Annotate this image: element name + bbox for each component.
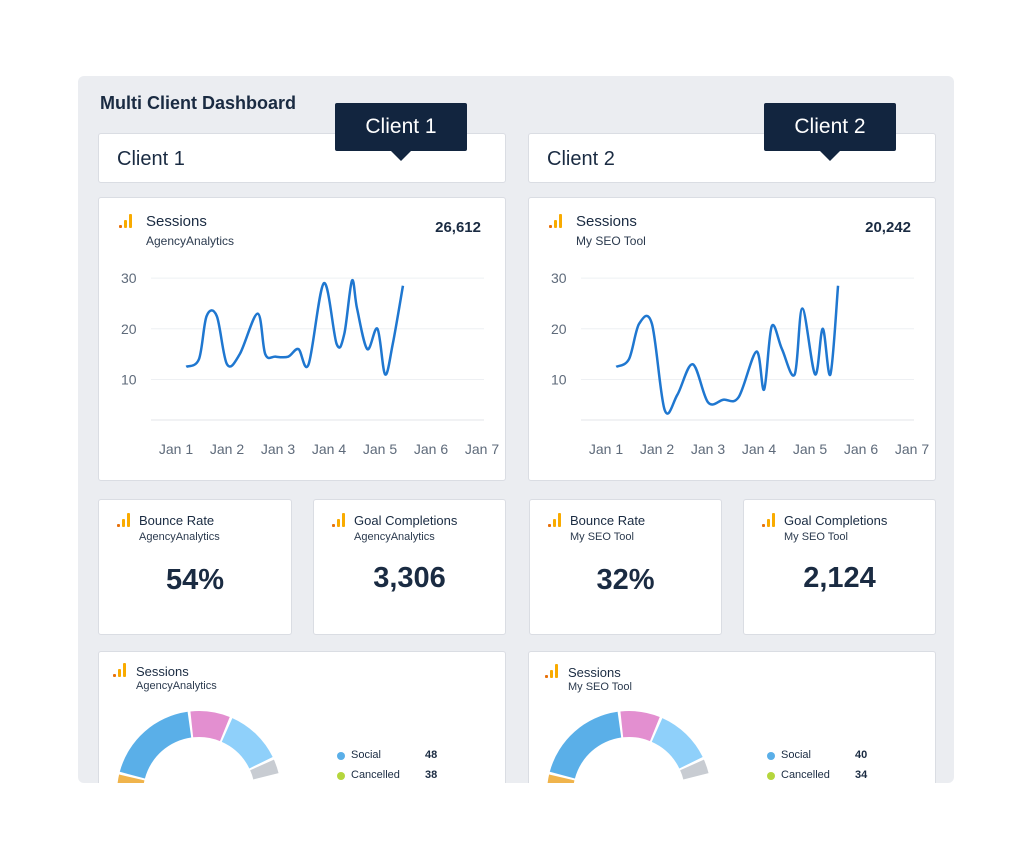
sessions-line-chart-1: 10 20 30 Jan 1 Jan 2 Jan 3 Jan 4 Jan 5 Jan 6 Jan … [121, 270, 499, 457]
google-analytics-icon [119, 214, 133, 228]
x-tick-label: Jan 4 [312, 441, 346, 457]
donut-segment-social [549, 711, 622, 779]
metric-source: AgencyAnalytics [139, 531, 220, 543]
metric-title: Goal Completions [354, 513, 458, 528]
y-tick-label: 10 [551, 371, 567, 387]
x-tick-label: Jan 3 [261, 441, 295, 457]
y-tick-label: 20 [551, 321, 567, 337]
google-analytics-icon [332, 513, 346, 527]
client-1-bounce-rate-card[interactable]: Bounce Rate AgencyAnalytics 54% [98, 499, 292, 635]
legend-value: 40 [855, 749, 868, 761]
series-line-sessions [185, 278, 405, 376]
x-tick-label: Jan 5 [793, 441, 827, 457]
legend-value: 48 [425, 749, 438, 761]
client-1-tooltip: Client 1 [335, 103, 467, 161]
client-2-tooltip: Client 2 [764, 103, 896, 161]
legend-dot-cancelled [767, 772, 775, 780]
x-tick-label: Jan 5 [363, 441, 397, 457]
google-analytics-icon [545, 664, 559, 678]
client-1-sessions-donut-card[interactable]: Sessions AgencyAnalytics 152 Social 48 C… [98, 651, 506, 783]
chart-title: Sessions [576, 213, 637, 230]
x-tick-label: Jan 6 [844, 441, 878, 457]
y-tick-label: 30 [551, 270, 567, 286]
legend-label: Social [781, 749, 811, 761]
donut-segment-pink [620, 711, 660, 742]
metric-value: 54% [165, 564, 225, 596]
x-tick-label: Jan 2 [210, 441, 244, 457]
donut-segment-light-blue [651, 718, 703, 769]
google-analytics-icon [762, 513, 776, 527]
x-tick-label: Jan 1 [159, 441, 193, 457]
metric-source: My SEO Tool [784, 531, 848, 543]
legend-dot-cancelled [337, 772, 345, 780]
donut-source: My SEO Tool [568, 681, 632, 693]
metric-value: 32% [596, 564, 655, 596]
donut-segment-orange [547, 774, 575, 783]
legend-value: 38 [425, 769, 438, 781]
y-tick-label: 20 [121, 321, 137, 337]
chart-total: 26,612 [435, 219, 481, 236]
donut-segment-gray [250, 759, 279, 780]
metric-title: Bounce Rate [570, 513, 646, 528]
client-2-bounce-rate-card[interactable]: Bounce Rate My SEO Tool 32% [529, 499, 722, 635]
legend-label: Cancelled [351, 769, 400, 781]
metric-title: Goal Completions [784, 513, 888, 528]
client-2-sessions-donut-card[interactable]: Sessions My SEO Tool 152 Social 40 Cance… [528, 651, 936, 783]
x-tick-label: Jan 6 [414, 441, 448, 457]
client-1-sessions-chart[interactable]: Sessions AgencyAnalytics 26,612 10 20 30 Ja… [98, 197, 506, 481]
chart-source: AgencyAnalytics [146, 234, 235, 248]
google-analytics-icon [113, 663, 127, 677]
chart-title: Sessions [146, 213, 207, 230]
metric-title: Bounce Rate [139, 513, 215, 528]
client-2-name: Client 2 [547, 148, 615, 170]
metric-source: My SEO Tool [570, 531, 634, 543]
legend-label: Cancelled [781, 769, 830, 781]
donut-segment-pink [190, 711, 230, 742]
client-1-goal-completions-card[interactable]: Goal Completions AgencyAnalytics 3,306 [313, 499, 506, 635]
donut-segment-gray [680, 759, 709, 780]
x-tick-label: Jan 7 [465, 441, 499, 457]
legend-value: 34 [855, 769, 868, 781]
legend-label: Social [351, 749, 381, 761]
donut-segment-orange [117, 774, 145, 783]
google-analytics-icon [548, 513, 562, 527]
metric-value: 3,306 [373, 562, 446, 594]
donut-center-value: 152 [608, 780, 651, 783]
sessions-line-chart-2: 10 20 30 Jan 1 Jan 2 Jan 3 Jan 4 Jan 5 Jan 6 Jan … [551, 270, 929, 457]
series-line-sessions [615, 285, 840, 415]
donut-segment-light-blue [221, 718, 273, 769]
x-tick-label: Jan 4 [742, 441, 776, 457]
y-tick-label: 10 [121, 371, 137, 387]
chart-total: 20,242 [865, 219, 911, 236]
google-analytics-icon [117, 513, 131, 527]
donut-source: AgencyAnalytics [136, 680, 217, 692]
x-tick-label: Jan 2 [640, 441, 674, 457]
metric-value: 2,124 [803, 562, 876, 594]
client-2-goal-completions-card[interactable]: Goal Completions My SEO Tool 2,124 [743, 499, 936, 635]
dashboard-title: Multi Client Dashboard [100, 93, 297, 113]
donut-title: Sessions [568, 665, 621, 680]
sessions-donut-chart-1: 152 [117, 711, 279, 783]
google-analytics-icon [549, 214, 563, 228]
client-2-sessions-chart[interactable]: Sessions My SEO Tool 20,242 10 20 30 Jan 1 J… [528, 197, 936, 481]
legend-dot-social [337, 752, 345, 760]
donut-segment-social [119, 711, 192, 779]
legend-dot-social [767, 752, 775, 760]
donut-center-value: 152 [178, 780, 221, 783]
y-tick-label: 30 [121, 270, 137, 286]
client-1-name: Client 1 [117, 148, 185, 170]
chart-source: My SEO Tool [576, 234, 646, 248]
dashboard: Multi Client Dashboard Client 1 Client 2… [78, 76, 954, 783]
x-tick-label: Jan 3 [691, 441, 725, 457]
donut-title: Sessions [136, 664, 189, 679]
x-tick-label: Jan 7 [895, 441, 929, 457]
metric-source: AgencyAnalytics [354, 531, 435, 543]
x-tick-label: Jan 1 [589, 441, 623, 457]
sessions-donut-chart-2: 152 [547, 711, 709, 783]
